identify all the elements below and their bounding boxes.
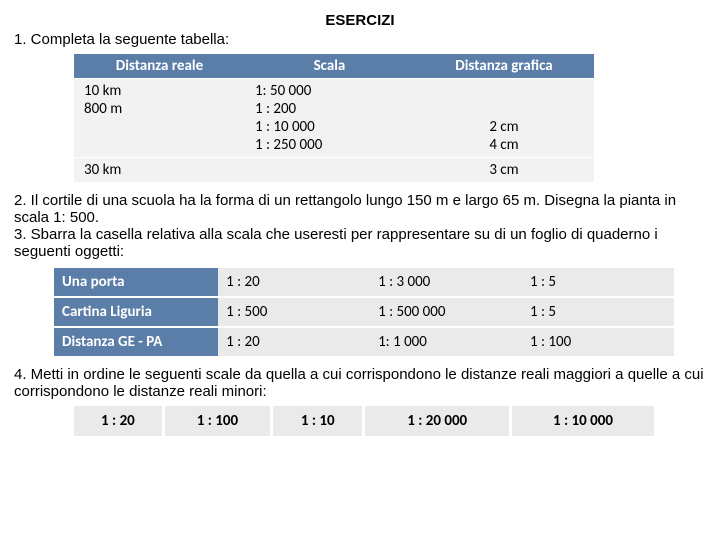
t2-rowhead: Una porta (54, 267, 218, 297)
t1-cell: 3 cm (414, 158, 594, 183)
t1-cell (245, 158, 414, 183)
t3-cell: 1 : 10 (271, 406, 363, 436)
t2-cell: 1 : 100 (522, 327, 674, 356)
t1-header: Distanza grafica (414, 54, 594, 79)
t2-cell: 1 : 5 (522, 267, 674, 297)
question-4: 4. Metti in ordine le seguenti scale da … (14, 366, 706, 400)
table-1: Distanza reale Scala Distanza grafica 10… (74, 54, 594, 182)
t2-cell: 1 : 20 (218, 267, 370, 297)
t2-rowhead: Cartina Liguria (54, 297, 218, 327)
page-title: ESERCIZI (14, 12, 706, 29)
t3-cell: 1 : 20 (74, 406, 163, 436)
question-2: 2. Il cortile di una scuola ha la forma … (14, 192, 676, 226)
t1-cell: 1: 50 000 1 : 200 1 : 10 000 1 : 250 000 (245, 79, 414, 158)
t1-cell: 30 km (74, 158, 245, 183)
t3-cell: 1 : 20 000 (364, 406, 511, 436)
t1-header: Distanza reale (74, 54, 245, 79)
question-1: 1. Completa la seguente tabella: (14, 31, 706, 48)
t2-cell: 1 : 5 (522, 297, 674, 327)
table-2: Una porta 1 : 20 1 : 3 000 1 : 5 Cartina… (54, 266, 674, 356)
t3-cell: 1 : 100 (163, 406, 271, 436)
t2-cell: 1 : 500 (218, 297, 370, 327)
t1-cell: 10 km 800 m (74, 79, 245, 158)
t2-cell: 1: 1 000 (370, 327, 522, 356)
t2-cell: 1 : 20 (218, 327, 370, 356)
t2-rowhead: Distanza GE - PA (54, 327, 218, 356)
table-3: 1 : 20 1 : 100 1 : 10 1 : 20 000 1 : 10 … (74, 406, 654, 436)
t2-cell: 1 : 500 000 (370, 297, 522, 327)
question-3: 3. Sbarra la casella relativa alla scala… (14, 226, 658, 260)
t2-cell: 1 : 3 000 (370, 267, 522, 297)
t1-header: Scala (245, 54, 414, 79)
t1-cell: 2 cm 4 cm (414, 79, 594, 158)
t3-cell: 1 : 10 000 (510, 406, 654, 436)
